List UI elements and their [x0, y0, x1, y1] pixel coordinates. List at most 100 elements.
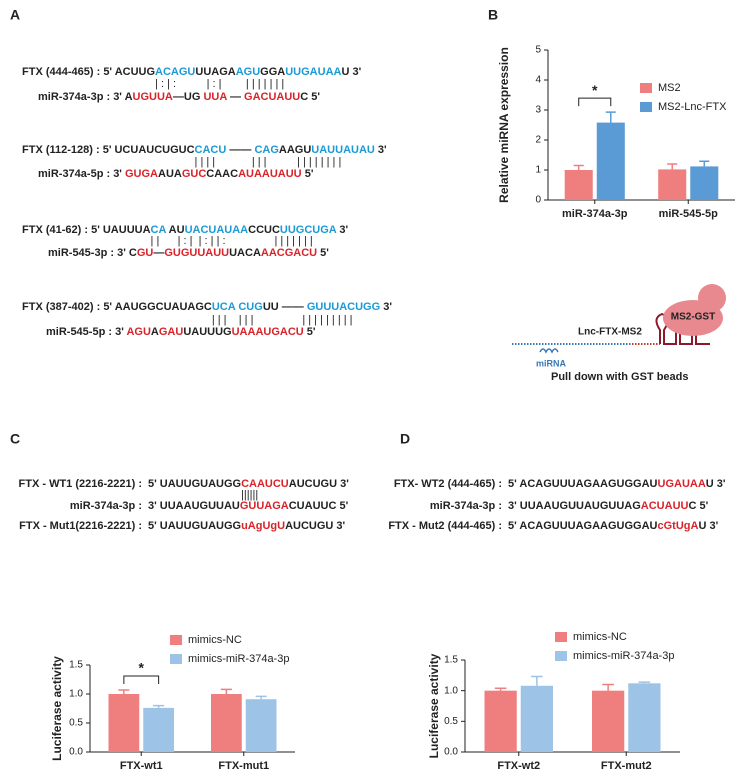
error-bar — [220, 688, 232, 694]
sequence-segment: cGtUgA — [658, 520, 699, 532]
sequence-segment: GUUAGA — [240, 500, 289, 512]
sequence-segment: 5' — [317, 247, 329, 259]
sequence-segment: UAC — [185, 224, 209, 236]
sequence-line: 5' UAUUGUAUGGCAAUCUAUCUGU 3' — [148, 478, 349, 490]
legend-label: mimics-NC — [188, 634, 242, 646]
sequence-segment: 3' UUAAUGUUAUGUUAG — [508, 500, 641, 512]
sequence-line: FTX (387-402) : 5' AAUGGCUAUAGCUCA CUGUU… — [22, 301, 392, 313]
error-bar — [531, 675, 543, 686]
sequence-label: FTX (41-62) : — [22, 224, 88, 236]
sequence-line: miR-545-3p : 3' CGU—GUGUUAUUUACAAACGACU … — [48, 247, 329, 259]
sequence-segment: AAGU — [279, 144, 311, 156]
y-tick-label: 1.5 — [444, 655, 458, 666]
y-tick-label: 0.5 — [69, 718, 83, 729]
sequence-segment: UUGAUAA — [285, 66, 341, 78]
sequence-segment: UAUU — [197, 247, 229, 259]
panel-label: B — [488, 7, 498, 23]
sequence-segment: UGAUAA — [658, 478, 706, 490]
y-tick-label: 0.5 — [444, 716, 458, 727]
sequence-segment: AGU — [126, 326, 151, 338]
error-bar — [638, 681, 651, 684]
sequence-segment: UUGCUGA — [280, 224, 337, 236]
significance-label: * — [139, 660, 145, 676]
sequence-segment: AUA — [158, 168, 182, 180]
sequence-segment: 3' — [375, 144, 387, 156]
legend-label: mimics-miR-374a-3p — [188, 653, 289, 665]
sequence-line: 5' ACAGUUUAGAAGUGGAUUGAUAAU 3' — [508, 478, 726, 490]
sequence-label: FTX - WT1 (2216-2221) : — [19, 478, 142, 490]
sequence-segment: GAU — [159, 326, 184, 338]
sequence-line: 5' ACAGUUUAGAAGUGGAUcGtUgAU 3' — [508, 520, 719, 532]
x-tick-label: FTX-mut2 — [601, 760, 652, 772]
sequence-label: FTX- WT2 (444-465) : — [394, 478, 502, 490]
sequence-segment: 5' — [302, 168, 314, 180]
sequence-segment: UAUAA — [208, 224, 248, 236]
sequence-segment: GU — [137, 247, 154, 259]
sequence-segment: CACU — [195, 144, 227, 156]
sequence-segment: C 5' — [300, 91, 320, 103]
sequence-label: FTX (387-402) : — [22, 301, 100, 313]
bar — [108, 694, 140, 752]
pairing-marks: | : | : | : | | | | | | | | — [155, 78, 284, 90]
panel-label: C — [10, 431, 20, 447]
y-axis-label: Luciferase activity — [50, 656, 64, 761]
sequence-segment: GACUAUU — [244, 91, 300, 103]
y-tick-label: 1.0 — [69, 689, 83, 700]
bar — [596, 122, 625, 200]
sequence-segment: CAG — [254, 144, 278, 156]
sequence-line: FTX (444-465) : 5' ACUUGACAGUUUAGAAGUGGA… — [22, 66, 362, 78]
sequence-segment: — — [153, 247, 164, 259]
sequence-segment: U 3' — [698, 520, 718, 532]
bar — [690, 166, 719, 200]
sequence-segment: 5' ACUUG — [103, 66, 155, 78]
sequence-label: miR-374a-3p : 3' — [38, 91, 122, 103]
sequence-label: miR-374a-5p : 3' — [38, 168, 122, 180]
pulldown-diagram — [512, 284, 726, 354]
sequence-segment: C 5' — [688, 500, 708, 512]
sequence-segment: CAAC — [206, 168, 238, 180]
legend-swatch — [170, 635, 182, 645]
diagram-label: miRNA — [536, 358, 567, 368]
y-tick-label: 1.5 — [69, 660, 83, 671]
sequence-label: FTX (444-465) : — [22, 66, 100, 78]
error-bar — [255, 695, 267, 700]
pairing-marks: | | | | | | | | | | | | | | | — [195, 156, 342, 168]
sequence-segment: GUGU — [164, 247, 197, 259]
pairing-marks: | | | : | | : | | : | | | | | | | — [151, 235, 313, 247]
sequence-segment: GUGA — [125, 168, 158, 180]
sequence-label: miR-374a-3p : — [70, 500, 142, 512]
x-tick-label: miR-545-5p — [659, 208, 719, 220]
diagram-label: MS2-GST — [671, 312, 715, 323]
bar — [520, 685, 553, 752]
sequence-label: FTX (112-128) : — [22, 144, 100, 156]
sequence-segment: UU —— — [263, 301, 307, 313]
error-bar — [494, 687, 507, 691]
sequence-line: miR-545-5p : 3' AGUAGAUUAUUUGUAAAUGACU 5… — [46, 326, 316, 338]
panel-label: A — [10, 7, 20, 23]
sequence-line: 3' UUAAUGUUAUGUUAGACUAUUC 5' — [148, 500, 349, 512]
x-tick-label: FTX-wt1 — [120, 760, 163, 772]
sequence-segment: C — [129, 247, 137, 259]
sequence-segment: CUAUUC 5' — [289, 500, 349, 512]
sequence-segment: AACGACU — [261, 247, 317, 259]
legend-swatch — [640, 83, 652, 93]
sequence-segment: 3' — [336, 224, 348, 236]
diagram-label: Lnc-FTX-MS2 — [578, 327, 642, 338]
sequence-label: FTX - Mut2 (444-465) : — [388, 520, 502, 532]
diagram-caption: Pull down with GST beads — [551, 371, 689, 383]
error-bar — [153, 704, 165, 708]
y-tick-label: 3 — [535, 105, 541, 116]
legend-swatch — [170, 654, 182, 664]
sequence-segment: A — [125, 91, 133, 103]
bar — [484, 690, 517, 752]
legend-swatch — [555, 632, 567, 642]
sequence-segment: A — [151, 326, 159, 338]
error-bar — [573, 164, 584, 170]
sequence-label: miR-374a-3p : — [430, 500, 502, 512]
bar — [564, 170, 593, 200]
y-tick-label: 0.0 — [69, 747, 83, 758]
bar — [628, 683, 661, 752]
sequence-segment: CCUC — [248, 224, 280, 236]
sequence-line: miR-374a-5p : 3' GUGAAUAGUCCAACAUAAUAUU … — [38, 168, 314, 180]
x-tick-label: FTX-wt2 — [497, 760, 540, 772]
